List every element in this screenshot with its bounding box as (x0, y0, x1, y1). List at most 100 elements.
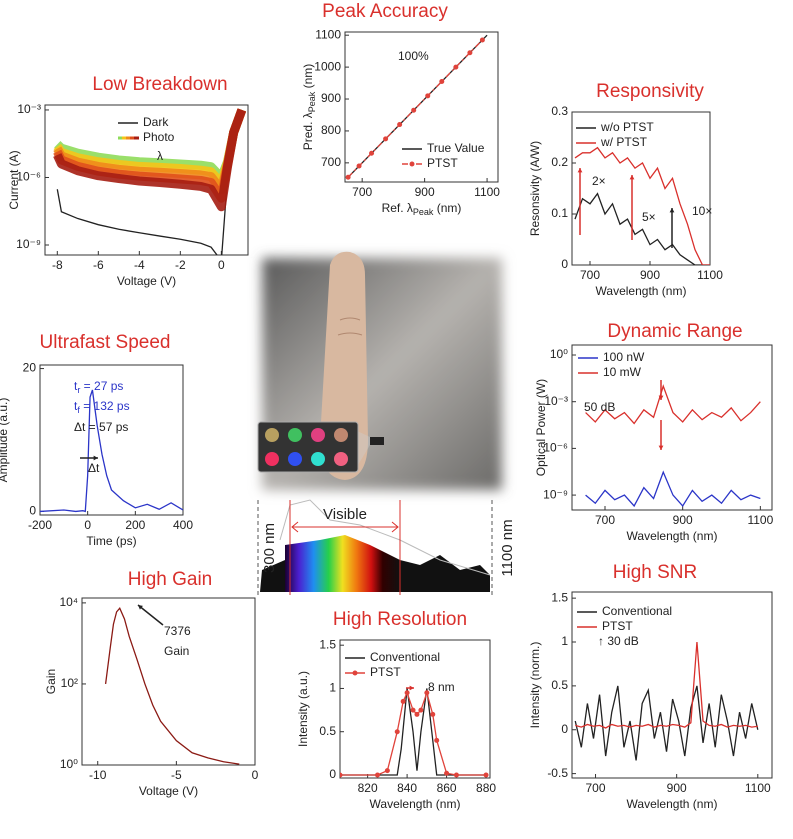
data-point (397, 122, 403, 128)
y-tick-label: 0 (561, 257, 568, 271)
y-axis-label: Gain (44, 669, 58, 694)
panel-title: Dynamic Range (607, 321, 742, 342)
legend-label: Conventional (370, 650, 440, 664)
x-tick-label: -4 (134, 258, 145, 272)
annotation-part: t (74, 379, 78, 393)
y-axis-label: Intensity (norm.) (528, 642, 542, 729)
plot-area (585, 384, 761, 508)
x-tick-label: -8 (52, 258, 63, 272)
x-tick-label: 0 (252, 768, 259, 782)
y-tick-label: 1 (561, 634, 568, 648)
y-tick-label: 0.2 (551, 155, 568, 169)
y-tick-label: 10⁰ (550, 347, 568, 361)
legend-label: 100 nW (603, 350, 645, 364)
x-tick-label: -2 (175, 258, 186, 272)
x-tick-label: 900 (415, 185, 435, 199)
panel-title: High Resolution (333, 609, 467, 630)
data-point (383, 136, 389, 142)
data-line (574, 192, 710, 265)
legend-label: w/ PTST (600, 135, 648, 149)
legend-label: True Value (427, 141, 485, 155)
arrow-head (669, 208, 675, 213)
y-tick-label: 10⁴ (59, 595, 78, 609)
data-line (585, 384, 761, 425)
plot-area (53, 108, 247, 255)
annotation-part: t (74, 399, 78, 413)
plot-area (574, 146, 710, 265)
arrow-head (409, 685, 414, 691)
data-point (434, 737, 440, 743)
y-tick-label: 1100 (315, 27, 341, 41)
plot-frame (571, 111, 711, 266)
y-tick-label: -0.5 (547, 766, 568, 780)
panel-title: Responsivity (596, 81, 704, 102)
annotation: 100% (398, 49, 429, 63)
y-tick-label: 10⁻³ (544, 394, 568, 408)
plot-area (104, 607, 240, 765)
legend-label: w/o PTST (600, 120, 654, 134)
panel-title: High Gain (128, 569, 213, 590)
annotation-part: = 27 ps (80, 379, 123, 393)
data-point (404, 690, 410, 696)
data-point (424, 690, 430, 696)
annotation: 8 nm (428, 680, 455, 694)
arrow (137, 604, 164, 626)
plot-frame (344, 31, 499, 183)
annotation: 2× (592, 174, 606, 188)
data-point (369, 150, 375, 156)
annotation: Gain (164, 644, 189, 658)
data-line (574, 146, 710, 265)
legend-marker (352, 670, 358, 676)
annotation: tf = 132 ps (74, 399, 130, 415)
x-tick-label: 400 (173, 518, 193, 532)
y-tick-label: 10⁻⁹ (543, 487, 568, 501)
data-point (356, 163, 362, 169)
data-line (575, 641, 758, 729)
photo-curve (53, 108, 247, 212)
x-tick-label: -6 (93, 258, 104, 272)
x-tick-label: 0 (84, 518, 91, 532)
panel: Dynamic Range 700 900 1100 10⁰ 10⁻³ 10⁻⁶ 10⁻⁹ 10… (543, 321, 773, 527)
y-tick-label: 0.3 (551, 104, 568, 118)
arrow-head (658, 445, 664, 450)
x-tick-label: -200 (28, 518, 52, 532)
x-axis-label: Voltage (V) (117, 274, 176, 288)
x-tick-label: 700 (586, 781, 606, 795)
y-tick-label: 10⁰ (60, 757, 78, 771)
annotation-part: r (77, 385, 80, 395)
plot-frame (81, 597, 256, 766)
x-axis-label: Wavelength (nm) (627, 797, 718, 811)
panel: Low Breakdown -8 -6 -4 -2 0 10⁻³ 10⁻⁶ 10⁻⁹ DarkPh… (16, 74, 249, 272)
data-point (394, 729, 400, 735)
annotation: 50 dB (584, 400, 615, 414)
data-point (411, 107, 417, 113)
x-tick-label: -5 (171, 768, 182, 782)
y-tick-label: 10⁻⁶ (543, 441, 568, 455)
y-axis-label: Current (A) (7, 150, 21, 209)
data-point (444, 770, 450, 776)
y-tick-label: 0.5 (551, 678, 568, 692)
panel-title: High SNR (613, 562, 697, 583)
plot-area (345, 34, 488, 180)
x-tick-label: 700 (352, 185, 372, 199)
spectrum: Visible 300 nm 1100 nm (257, 499, 516, 595)
plot-area (574, 641, 759, 761)
data-point (483, 772, 489, 778)
x-tick-label: 200 (125, 518, 145, 532)
annotation: 5× (642, 210, 656, 224)
y-axis-label-part: Pred. λ (301, 112, 315, 150)
y-tick-label: 800 (321, 123, 341, 137)
annotation: ↑ 30 dB (598, 634, 639, 648)
annotation: tr = 27 ps (74, 379, 123, 395)
x-axis-label: Voltage (V) (139, 784, 198, 798)
data-line (574, 685, 759, 761)
data-point (453, 772, 459, 778)
y-axis-label: Optical Power (W) (534, 379, 548, 476)
x-tick-label: 820 (358, 781, 378, 795)
x-axis-label-part: Peak (413, 207, 434, 217)
y-axis-label-part: (nm) (301, 64, 315, 92)
x-tick-label: -10 (89, 768, 107, 782)
x-tick-label: 1100 (697, 268, 723, 282)
x-axis-label: Time (ps) (86, 534, 136, 548)
